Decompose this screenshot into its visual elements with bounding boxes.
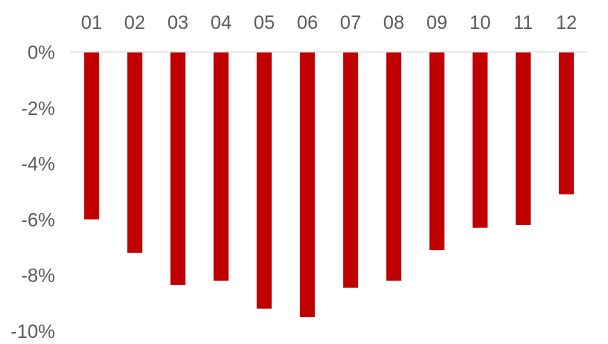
bar [515, 52, 531, 225]
category-label: 11 [513, 13, 533, 34]
y-tick-label: -6% [21, 210, 55, 231]
y-tick-label: -8% [21, 266, 55, 287]
category-label: 12 [556, 13, 577, 34]
y-tick-label: -10% [11, 322, 55, 343]
bar [429, 52, 445, 251]
category-label: 02 [124, 13, 145, 34]
bar [558, 52, 574, 195]
category-label: 01 [81, 13, 102, 34]
bar [472, 52, 488, 228]
y-tick-label: 0% [28, 43, 56, 64]
y-tick-label: -2% [21, 99, 55, 120]
bar [127, 52, 143, 253]
category-label: 08 [383, 13, 404, 34]
bar [299, 52, 315, 318]
bar [170, 52, 186, 285]
y-tick-label: -4% [21, 155, 55, 176]
category-label: 04 [211, 13, 233, 34]
category-axis-labels: 01 02 03 04 05 06 07 08 09 10 11 12 [81, 13, 577, 34]
bar [256, 52, 272, 309]
category-label: 03 [167, 13, 188, 34]
category-label: 10 [470, 13, 491, 34]
bars [84, 52, 574, 318]
category-label: 05 [254, 13, 275, 34]
bar [84, 52, 100, 220]
bar [386, 52, 402, 281]
category-label: 09 [426, 13, 447, 34]
y-axis-ticks: 0% -2% -4% -6% -8% -10% [11, 43, 55, 343]
bar [343, 52, 359, 288]
category-label: 06 [297, 13, 318, 34]
category-label: 07 [340, 13, 361, 34]
bar [213, 52, 229, 281]
